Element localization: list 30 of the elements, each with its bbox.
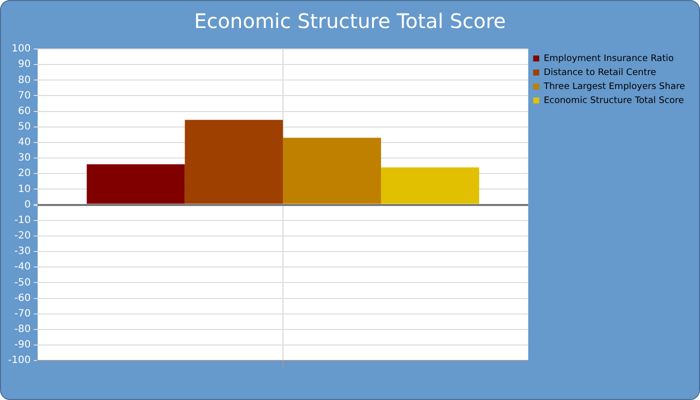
y-tick-label: 0 [24, 199, 31, 210]
y-tick-label: -20 [14, 230, 31, 242]
legend-label: Three Largest Employers Share [542, 82, 686, 92]
y-tick-label: 10 [18, 184, 31, 195]
y-tick-label: -100 [8, 355, 31, 366]
y-tick-label: -90 [14, 340, 31, 351]
bar [282, 138, 382, 204]
y-tick-label: -50 [14, 277, 31, 288]
bar [381, 167, 480, 204]
y-tick-label: -30 [14, 246, 31, 258]
y-tick-label: 40 [18, 137, 31, 148]
y-tick-label: 70 [18, 90, 31, 102]
y-tick-label: -60 [14, 292, 31, 304]
y-tick-label: 90 [18, 59, 31, 70]
y-tick-label: -40 [14, 262, 31, 273]
y-tick-label: -10 [14, 214, 31, 226]
y-tick-label: -80 [14, 324, 31, 336]
bar [184, 120, 283, 204]
y-tick-label: -70 [14, 308, 31, 320]
legend-label: Employment Insurance Ratio [544, 54, 674, 64]
y-tick-label: 30 [18, 152, 31, 164]
legend-label: Economic Structure Total Score [544, 96, 684, 106]
y-tick-label: 50 [18, 121, 31, 132]
bar [86, 164, 185, 204]
y-tick-label: 100 [12, 44, 31, 55]
y-tick-label: 80 [18, 74, 31, 86]
y-tick-label: 60 [18, 106, 31, 117]
chart-title: Economic Structure Total Score [194, 9, 506, 34]
legend-label: Distance to Retail Centre [544, 68, 657, 78]
y-tick-label: 20 [18, 168, 31, 180]
